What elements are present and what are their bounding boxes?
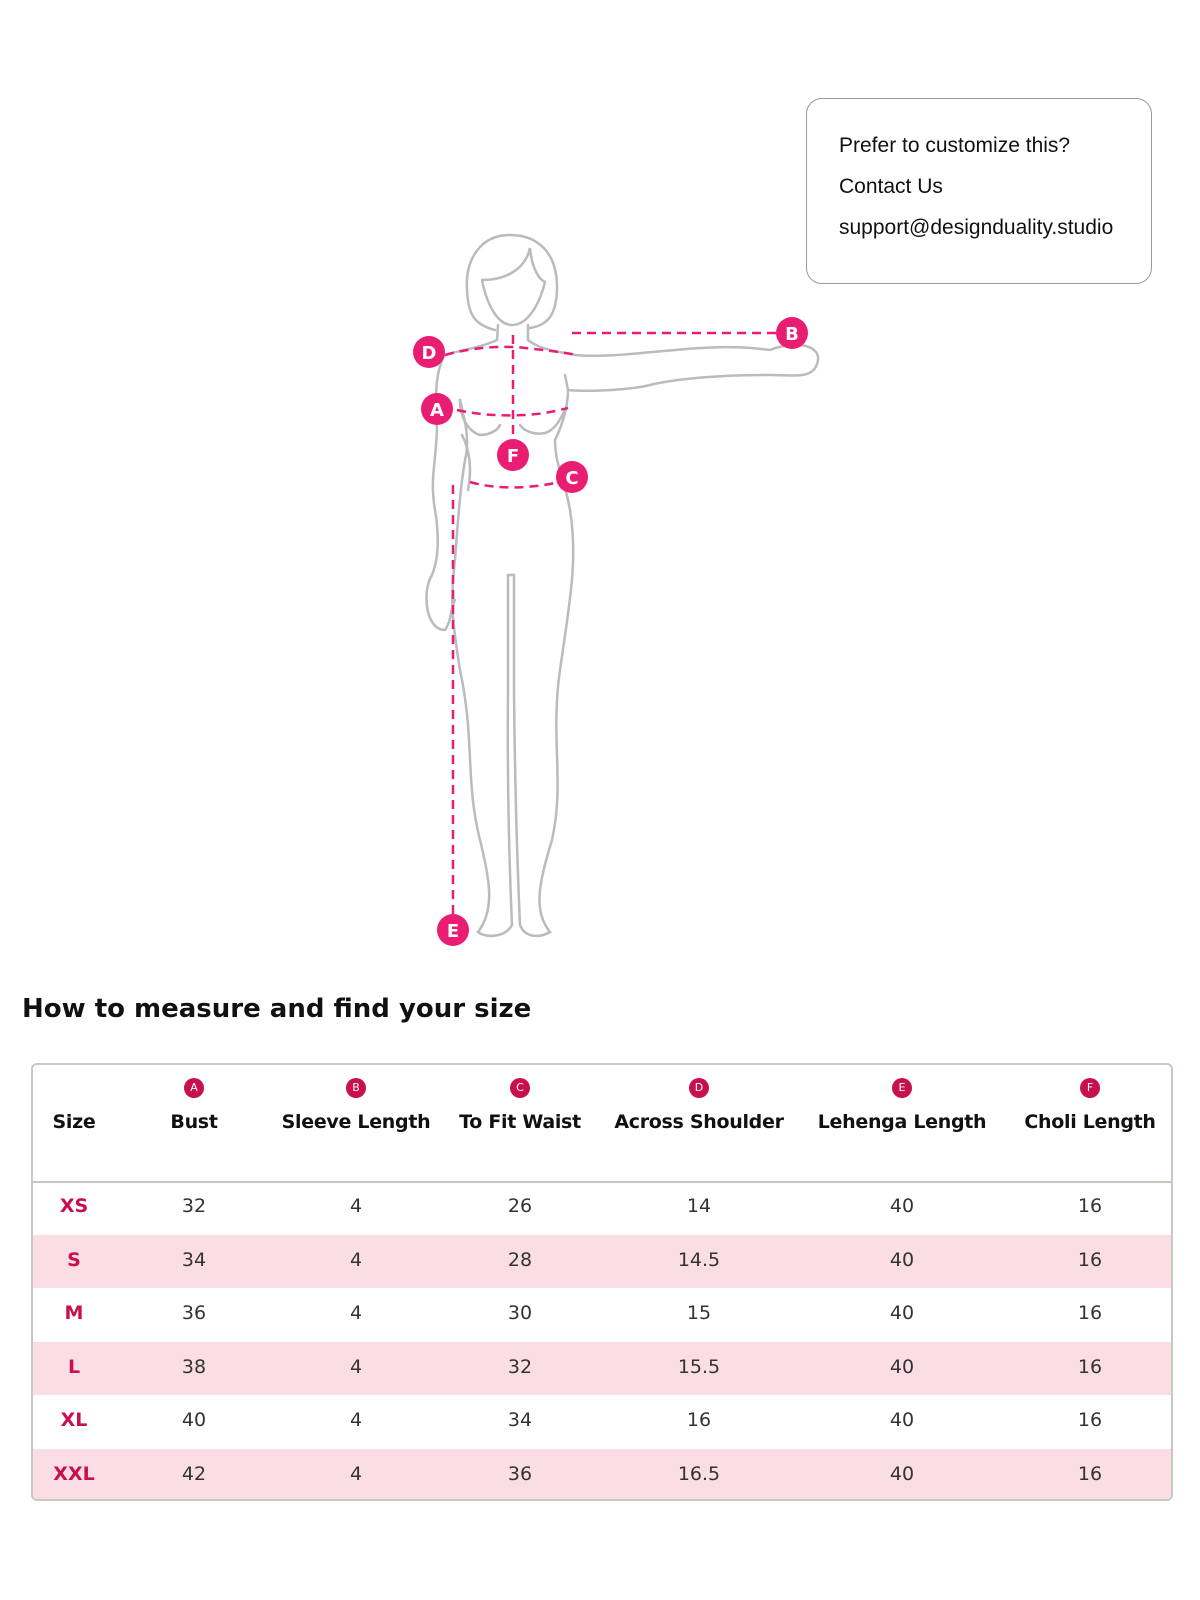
svg-text:F: F <box>507 446 519 467</box>
svg-text:B: B <box>785 324 799 345</box>
customize-prompt: Prefer to customize this? <box>839 134 1071 157</box>
measurement-value: 16.5 <box>677 1462 721 1485</box>
size-label: XL <box>60 1409 88 1431</box>
measurement-value: 40 <box>889 1302 915 1324</box>
column-badge-b: B <box>346 1078 366 1098</box>
column-badge-a: A <box>184 1078 204 1098</box>
measurement-value: 14 <box>686 1195 712 1217</box>
measurement-value: 16 <box>1077 1248 1103 1271</box>
measurement-value: 4 <box>349 1409 363 1431</box>
table-row: XS 32 4 26 14 40 16 <box>33 1181 1171 1235</box>
measurement-value: 15.5 <box>677 1355 721 1378</box>
table-row: L 38 4 32 15.5 40 16 <box>33 1341 1171 1395</box>
column-badge-d: D <box>689 1078 709 1098</box>
measurement-value: 28 <box>507 1248 533 1271</box>
measurement-value: 32 <box>181 1195 207 1217</box>
measurement-value: 36 <box>507 1462 533 1485</box>
size-label: L <box>67 1355 81 1378</box>
measurement-value: 16 <box>1077 1355 1103 1378</box>
marker-e: E <box>437 914 469 946</box>
table-row: XL 40 4 34 16 40 16 <box>33 1395 1171 1449</box>
measurement-value: 14.5 <box>677 1248 721 1271</box>
table-row: M 36 4 30 15 40 16 <box>33 1288 1171 1342</box>
measurement-value: 16 <box>1077 1462 1103 1485</box>
column-badge-e: E <box>892 1078 912 1098</box>
column-header: Choli Length <box>1024 1111 1156 1133</box>
measurement-value: 15 <box>686 1302 712 1324</box>
measurement-value: 40 <box>889 1355 915 1378</box>
measurement-value: 32 <box>507 1355 533 1378</box>
measurement-value: 34 <box>507 1409 533 1431</box>
size-chart-table: Size A Bust B Sleeve Length C To Fit Waist D Acr… <box>31 1063 1173 1501</box>
measurement-value: 4 <box>349 1355 363 1378</box>
contact-box: Prefer to customize this? Contact Us sup… <box>806 98 1152 284</box>
measurement-value: 4 <box>349 1195 363 1217</box>
column-badge-f: F <box>1080 1078 1100 1098</box>
marker-d: D <box>413 336 445 368</box>
measurement-value: 16 <box>1077 1409 1103 1431</box>
column-header: Sleeve Length <box>281 1111 431 1133</box>
measurement-value: 40 <box>889 1195 915 1217</box>
measurement-value: 4 <box>349 1302 363 1324</box>
measurement-value: 38 <box>181 1355 207 1378</box>
measurement-value: 42 <box>181 1462 207 1485</box>
size-label: XS <box>59 1195 89 1217</box>
svg-text:C: C <box>565 468 578 489</box>
column-badge-c: C <box>510 1078 530 1098</box>
svg-text:D: D <box>422 343 437 364</box>
measurement-value: 16 <box>1077 1195 1103 1217</box>
size-label: M <box>64 1302 84 1324</box>
measurement-value: 40 <box>889 1409 915 1431</box>
marker-a: A <box>421 393 453 425</box>
column-header: Bust <box>170 1111 218 1133</box>
measurement-value: 4 <box>349 1462 363 1485</box>
table-row: XXL 42 4 36 16.5 40 16 <box>33 1448 1171 1499</box>
column-header: Size <box>52 1111 96 1133</box>
table-header: Size A Bust B Sleeve Length C To Fit Waist D Acr… <box>33 1065 1171 1183</box>
measurement-value: 16 <box>686 1409 712 1431</box>
column-header: Across Shoulder <box>614 1111 784 1133</box>
measurement-value: 30 <box>507 1302 533 1324</box>
table-row: S 34 4 28 14.5 40 16 <box>33 1234 1171 1288</box>
svg-text:E: E <box>447 921 459 942</box>
measurement-value: 16 <box>1077 1302 1103 1324</box>
measurement-value: 40 <box>889 1462 915 1485</box>
contact-us-label: Contact Us <box>839 175 943 198</box>
measurement-value: 40 <box>889 1248 915 1271</box>
page-title: How to measure and find your size <box>22 994 532 1024</box>
marker-c: C <box>556 461 588 493</box>
measurement-value: 40 <box>181 1409 207 1431</box>
marker-f: F <box>497 439 529 471</box>
column-header: Lehenga Length <box>817 1111 987 1133</box>
body-measurement-figure: D A B F C E <box>413 233 820 946</box>
measurement-value: 4 <box>349 1248 363 1271</box>
measurement-value: 26 <box>507 1195 533 1217</box>
svg-text:A: A <box>430 400 444 421</box>
size-label: XXL <box>53 1462 95 1485</box>
measurement-value: 36 <box>181 1302 207 1324</box>
support-email-link[interactable]: support@designduality.studio <box>839 216 1114 239</box>
measurement-value: 34 <box>181 1248 207 1271</box>
marker-b: B <box>776 317 808 349</box>
size-label: S <box>67 1248 81 1271</box>
column-header: To Fit Waist <box>459 1111 581 1133</box>
